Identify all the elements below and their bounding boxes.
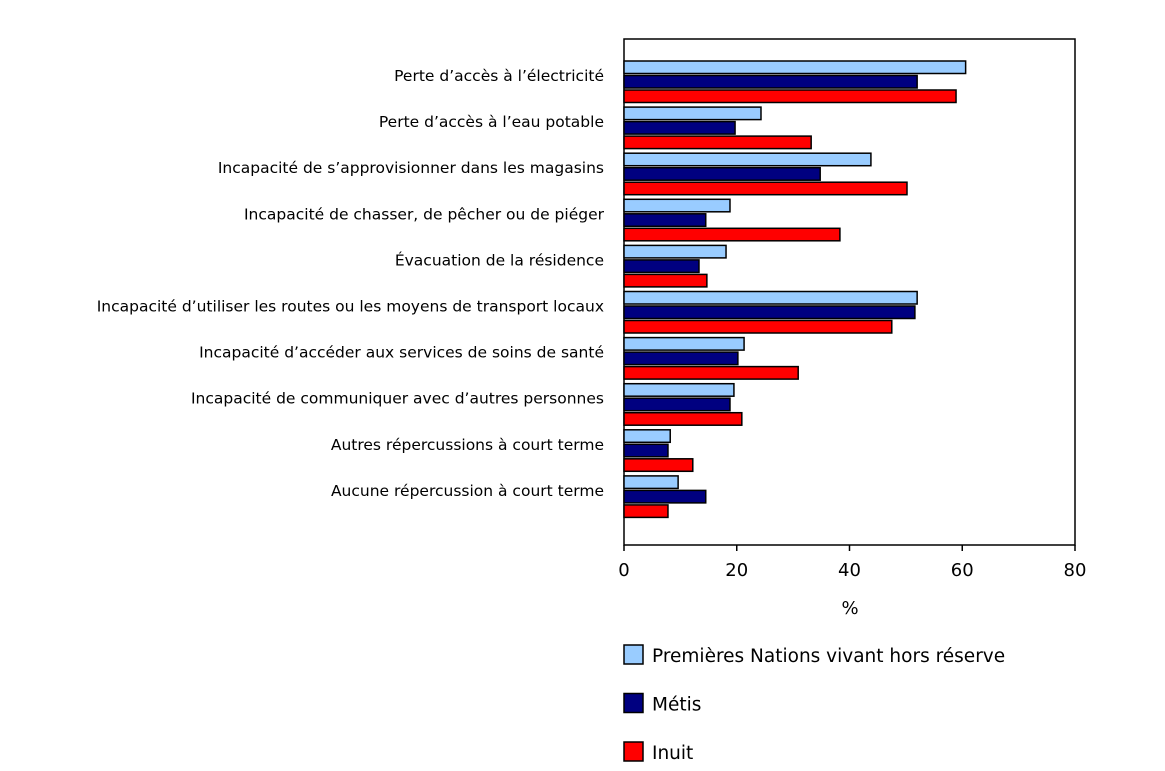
bar-metis [623,397,731,412]
legend-swatch [623,741,644,762]
category-label: Incapacité d’utiliser les routes ou les … [97,298,604,316]
bar-inuit [623,89,957,104]
bar-inuit [623,411,743,426]
category-label: Incapacité de communiquer avec d’autres … [191,390,604,408]
category-label: Perte d’accès à l’eau potable [379,113,604,131]
bar-metis [623,74,918,89]
bar-premieres-nations [623,382,735,397]
x-tick-label: 0 [618,560,629,581]
bar-premieres-nations [623,244,727,259]
bar-metis [623,259,700,274]
x-tick-label: 60 [951,560,974,581]
bar-metis [623,443,669,458]
bar-premieres-nations [623,60,967,75]
bar-metis [623,305,916,320]
legend-label: Métis [652,695,701,716]
bar-metis [623,351,739,366]
category-label: Incapacité de chasser, de pêcher ou de p… [244,205,605,223]
legend-label: Premières Nations vivant hors réserve [652,646,1005,667]
legend-swatch [623,692,644,714]
x-tick-label: 40 [838,560,861,581]
bar-premieres-nations [623,152,872,167]
bar-inuit [623,181,908,196]
bar-metis [623,213,707,228]
bar-premieres-nations [623,336,745,351]
x-axis-label: % [841,598,858,619]
x-tick-label: 80 [1064,560,1087,581]
bar-inuit [623,227,841,242]
category-label: Autres répercussions à court terme [331,436,604,454]
bar-premieres-nations [623,106,762,121]
category-label: Évacuation de la résidence [395,250,604,269]
bar-metis [623,120,736,135]
bar-inuit [623,135,812,150]
legend-label: Inuit [652,743,693,764]
bar-inuit [623,458,694,473]
bar-premieres-nations [623,290,918,305]
bar-inuit [623,319,893,334]
bar-inuit [623,273,708,288]
legend-swatch [623,644,644,665]
category-label: Incapacité de s’approvisionner dans les … [218,159,604,177]
bar-premieres-nations [623,198,731,213]
category-label: Aucune répercussion à court terme [331,482,604,500]
bar-inuit [623,365,799,380]
category-label: Perte d’accès à l’électricité [394,67,604,85]
bar-premieres-nations [623,429,671,444]
x-tick-label: 20 [725,560,748,581]
bar-metis [623,166,821,181]
bar-inuit [623,504,669,519]
bar-metis [623,489,707,504]
bar-premieres-nations [623,475,679,490]
category-label: Incapacité d’accéder aux services de soi… [199,344,604,362]
